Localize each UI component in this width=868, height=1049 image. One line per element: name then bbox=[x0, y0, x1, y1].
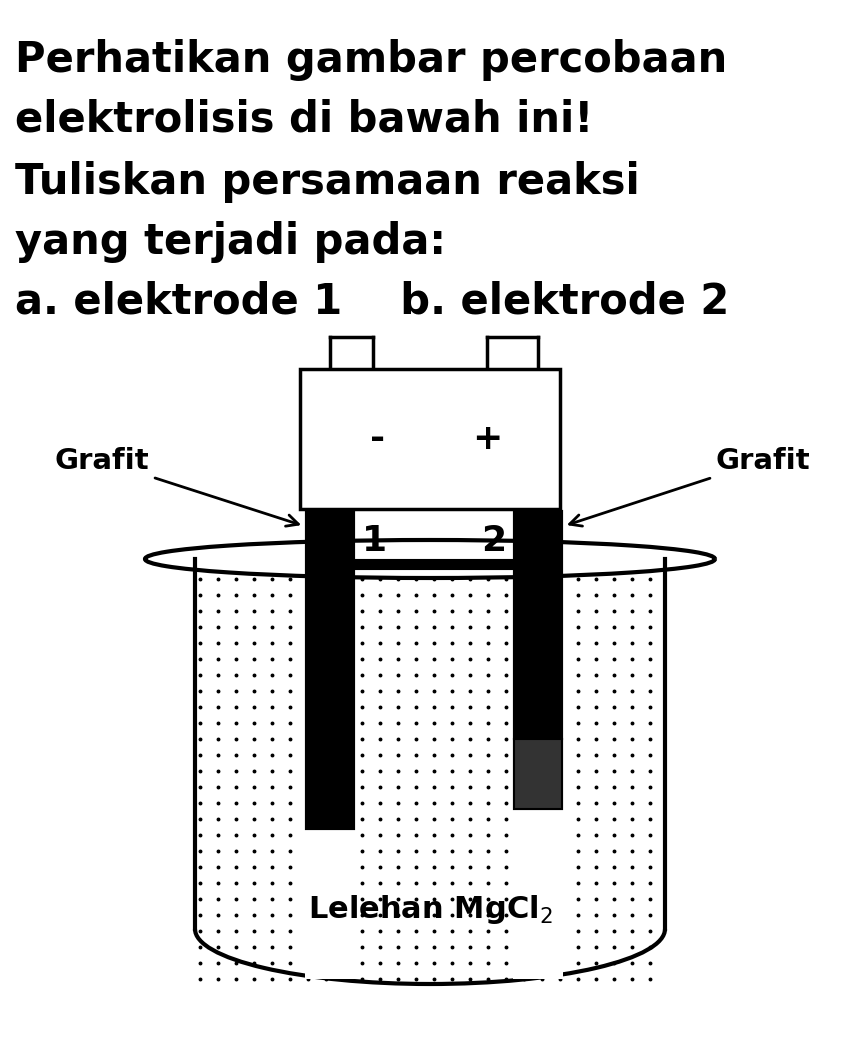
Bar bbox=[514, 511, 562, 738]
Bar bbox=[305, 564, 355, 979]
Bar bbox=[513, 564, 563, 979]
Bar bbox=[300, 369, 560, 509]
Text: Grafit: Grafit bbox=[55, 447, 299, 527]
Text: Tuliskan persamaan reaksi: Tuliskan persamaan reaksi bbox=[15, 160, 640, 204]
Text: +: + bbox=[472, 422, 503, 456]
Text: 2: 2 bbox=[481, 524, 506, 558]
Bar bbox=[306, 511, 354, 829]
Text: 1: 1 bbox=[362, 524, 387, 558]
Bar bbox=[306, 511, 354, 829]
Bar bbox=[514, 511, 562, 738]
Bar bbox=[514, 738, 562, 809]
Text: yang terjadi pada:: yang terjadi pada: bbox=[15, 221, 446, 263]
Text: Perhatikan gambar percobaan: Perhatikan gambar percobaan bbox=[15, 39, 727, 81]
Text: Grafit: Grafit bbox=[569, 447, 810, 527]
Text: -: - bbox=[371, 422, 385, 456]
Text: Lelehan MgCl$_2$: Lelehan MgCl$_2$ bbox=[307, 893, 552, 925]
Bar bbox=[514, 738, 562, 809]
Text: a. elektrode 1    b. elektrode 2: a. elektrode 1 b. elektrode 2 bbox=[15, 281, 729, 323]
Text: elektrolisis di bawah ini!: elektrolisis di bawah ini! bbox=[15, 99, 594, 141]
